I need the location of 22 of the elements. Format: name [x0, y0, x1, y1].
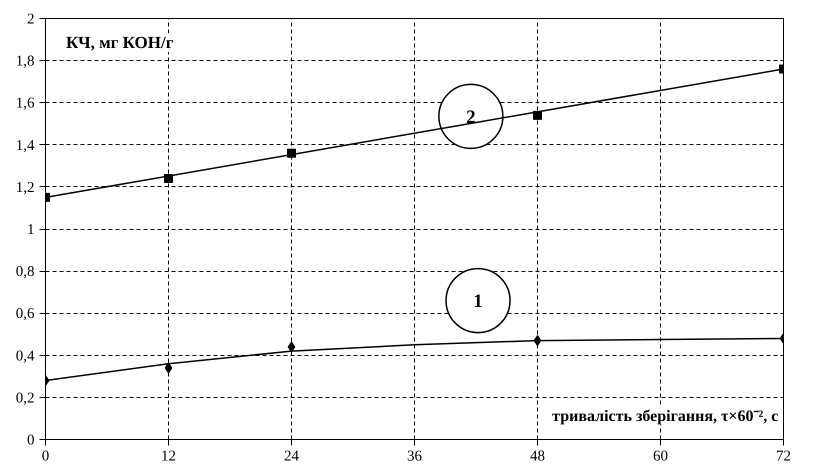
- y-tick-label: 0,2: [16, 390, 34, 406]
- x-tick-label: 60: [653, 448, 668, 464]
- text: 2: [466, 106, 476, 128]
- y-tick-label: 1,4: [16, 138, 35, 154]
- text: 1: [473, 291, 483, 312]
- x-tick-label: 36: [407, 448, 422, 464]
- x-tick-label: 0: [42, 448, 50, 464]
- y-tick-label: 1,2: [16, 180, 34, 196]
- x-tick-label: 48: [530, 448, 545, 464]
- y-tick-label: 1,8: [16, 54, 34, 70]
- x-axis-title: тривалість зберігання, τ×60⁻², с: [552, 408, 778, 425]
- y-tick-label: 2: [27, 12, 34, 28]
- x-tick-label: 12: [161, 448, 176, 464]
- y-tick-label: 0: [27, 432, 34, 448]
- y-tick-label: 0,4: [16, 348, 35, 364]
- y-axis-title: КЧ, мг КОН/г: [66, 33, 174, 52]
- y-tick-label: 1: [27, 222, 34, 238]
- y-tick-label: 1,6: [16, 96, 35, 112]
- y-tick-label: 0,6: [16, 306, 35, 322]
- x-tick-label: 24: [284, 448, 300, 464]
- x-tick-label: 72: [776, 448, 791, 464]
- y-tick-label: 0,8: [16, 264, 34, 280]
